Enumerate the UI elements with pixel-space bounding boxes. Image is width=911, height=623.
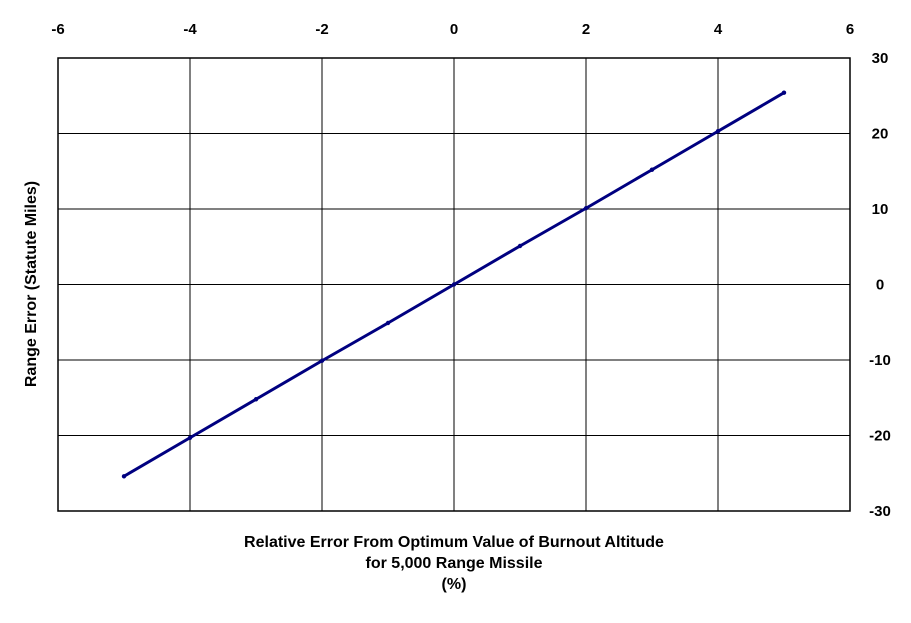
data-point (781, 90, 787, 95)
x-tick-label: -6 (51, 21, 64, 38)
data-point (583, 206, 589, 211)
data-point (319, 358, 325, 363)
data-point (385, 320, 391, 326)
x-axis-title-line-3: (%) (441, 576, 467, 593)
y-tick-label: -30 (869, 503, 891, 520)
data-point (253, 397, 259, 402)
y-axis-title: Range Error (Statute Miles) (23, 181, 40, 387)
y-tick-labels: 30 20 10 0 -10 -20 -30 (869, 50, 891, 520)
x-tick-label: 0 (450, 21, 458, 38)
x-tick-label: 6 (846, 21, 854, 38)
x-tick-label: -2 (315, 21, 328, 38)
data-point (517, 243, 523, 249)
grid-lines (58, 58, 850, 511)
y-tick-label: -20 (869, 428, 891, 445)
plot-area-frame (57, 57, 851, 512)
x-axis-title-line-1: Relative Error From Optimum Value of Bur… (244, 534, 664, 551)
y-tick-label: 20 (872, 126, 889, 143)
y-tick-label: -10 (869, 352, 891, 369)
x-tick-label: 2 (582, 21, 590, 38)
y-tick-label: 30 (872, 50, 889, 67)
data-point (715, 129, 721, 134)
x-tick-labels: -6 -4 -2 0 2 4 6 (51, 21, 854, 38)
data-point (649, 167, 655, 172)
data-point (121, 474, 127, 479)
series-layer (121, 90, 787, 479)
x-axis-title-line-2: for 5,000 Range Missile (365, 555, 543, 572)
y-tick-label: 10 (872, 201, 889, 218)
y-tick-label: 0 (876, 277, 884, 294)
data-point (187, 435, 193, 440)
x-axis-title: Relative Error From Optimum Value of Bur… (58, 532, 850, 595)
x-tick-label: -4 (183, 21, 197, 38)
x-tick-label: 4 (714, 21, 723, 38)
data-point (451, 282, 457, 287)
